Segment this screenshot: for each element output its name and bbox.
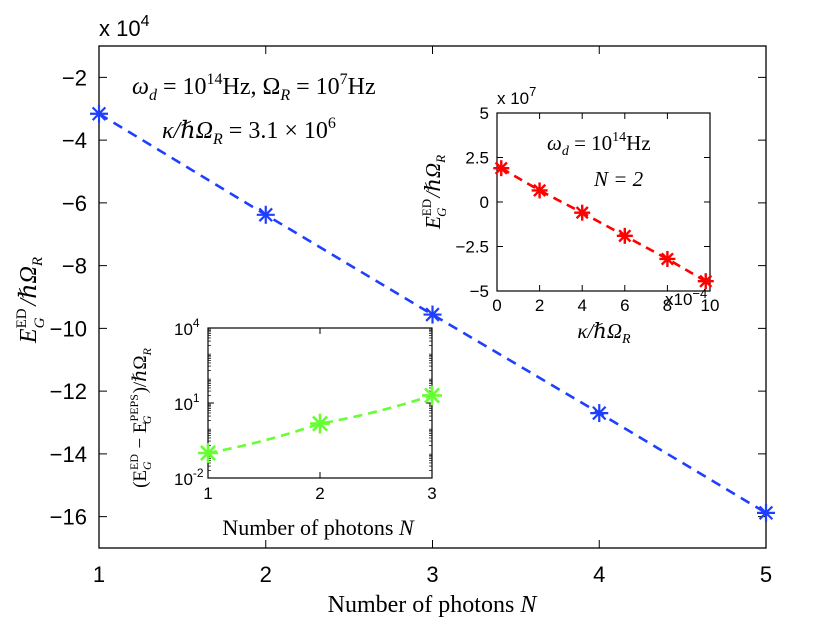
main-y-tick-label: −8 [62, 254, 87, 279]
main-x-tick-label: 4 [593, 562, 605, 587]
inset-top-y-tick-label: −2.5 [455, 238, 489, 257]
inset-top-data-point [493, 160, 510, 177]
main-y-tick-label: −6 [62, 191, 87, 216]
inset-top-annotation-freq: ωd = 1014Hz [547, 130, 651, 159]
inset-top-right: 0 2 4 6 8 10 5 2.5 0 −2.5 −5 x 107 x10−4 ωd = 101… [419, 84, 719, 347]
inset-top-y-exponent: x 107 [497, 84, 536, 108]
main-data-point [256, 205, 275, 224]
main-data-point [757, 503, 775, 522]
inset-top-data-point [531, 182, 548, 199]
main-x-tick-label: 1 [93, 562, 105, 587]
inset-bottom-series-line [207, 394, 433, 455]
inset-bottom-x-tick-label: 3 [427, 484, 436, 503]
inset-top-y-label: EEDG/ℏΩR [419, 155, 449, 230]
main-y-exponent: x 104 [99, 13, 150, 41]
inset-top-x-ticks: 0 2 4 6 8 10 [492, 113, 719, 315]
inset-top-annotation-n: N = 2 [593, 167, 644, 191]
main-x-tick-label: 3 [426, 562, 438, 587]
inset-bottom-frame [207, 327, 433, 479]
inset-bottom-y-tick-label: 10-2 [174, 466, 204, 489]
inset-bottom-y-label: (EEDG − EPEPSG)/ℏΩR [127, 347, 154, 487]
inset-bottom-y-tick-label: 101 [174, 391, 200, 414]
main-annotation-kappa: κ/ℏΩR = 3.1 × 106 [162, 115, 336, 148]
inset-bottom: 1 2 3 104 101 10-2 Number of photons N (EEDG… [127, 316, 442, 540]
inset-top-data-point [574, 204, 591, 221]
inset-top-y-tick-label: 2.5 [465, 149, 489, 168]
inset-top-y-tick-label: 5 [480, 104, 489, 123]
inset-top-x-tick-label: 4 [577, 296, 586, 315]
main-data-point [90, 104, 108, 123]
inset-top-x-tick-label: 0 [492, 296, 501, 315]
inset-bottom-y-ticks: 104 101 10-2 [174, 316, 432, 489]
inset-bottom-data-point [310, 413, 330, 434]
inset-top-x-tick-label: 8 [663, 296, 672, 315]
inset-top-y-tick-label: 0 [480, 193, 489, 212]
inset-top-data-point [659, 250, 676, 267]
inset-top-x-tick-label: 10 [701, 296, 720, 315]
inset-top-y-ticks: 5 2.5 0 −2.5 −5 [455, 104, 710, 301]
inset-bottom-x-label: Number of photons N [222, 515, 415, 540]
main-y-tick-label: −2 [62, 65, 87, 90]
main-x-tick-label: 2 [260, 562, 272, 587]
inset-bottom-data-point [422, 385, 442, 406]
inset-top-frame [496, 112, 711, 292]
main-y-tick-label: −10 [50, 316, 87, 341]
main-y-tick-label: −14 [50, 442, 87, 467]
inset-bottom-data-point [198, 443, 218, 463]
inset-top-series [493, 160, 714, 290]
main-series [90, 104, 775, 522]
inset-top-x-exponent: x10−4 [665, 286, 707, 309]
inset-top-x-tick-label: 2 [535, 296, 544, 315]
main-x-ticks: 1 2 3 4 5 [93, 46, 772, 587]
main-data-point [423, 305, 442, 324]
main-y-ticks: −2 −4 −6 −8 −10 −12 −14 −16 [50, 65, 766, 530]
main-y-tick-label: −16 [50, 505, 87, 530]
main-axes: 1 2 3 4 5 −2 −4 −6 −8 −10 −12 −14 −16 x 104 Number … [14, 13, 775, 618]
inset-bottom-series [198, 385, 442, 463]
main-data-point [590, 404, 609, 423]
main-series-line [98, 112, 767, 514]
inset-bottom-x-tick-label: 1 [203, 484, 212, 503]
inset-top-data-point [616, 227, 633, 244]
inset-bottom-y-tick-label: 104 [174, 316, 200, 339]
inset-top-x-tick-label: 6 [620, 296, 629, 315]
inset-top-data-point [697, 273, 714, 290]
inset-bottom-x-tick-label: 2 [315, 484, 324, 503]
inset-top-x-label: κ/ℏΩR [577, 319, 631, 347]
main-x-label: Number of photons N [328, 592, 539, 618]
inset-top-series-line [500, 167, 707, 283]
main-annotation-frequencies: ωd = 1014Hz, ΩR = 107Hz [132, 71, 376, 104]
main-x-tick-label: 5 [760, 562, 772, 587]
main-y-tick-label: −4 [62, 128, 87, 153]
main-y-tick-label: −12 [50, 379, 87, 404]
main-y-label: EED G/ℏΩR [14, 257, 48, 344]
inset-top-y-tick-label: −5 [470, 282, 489, 301]
